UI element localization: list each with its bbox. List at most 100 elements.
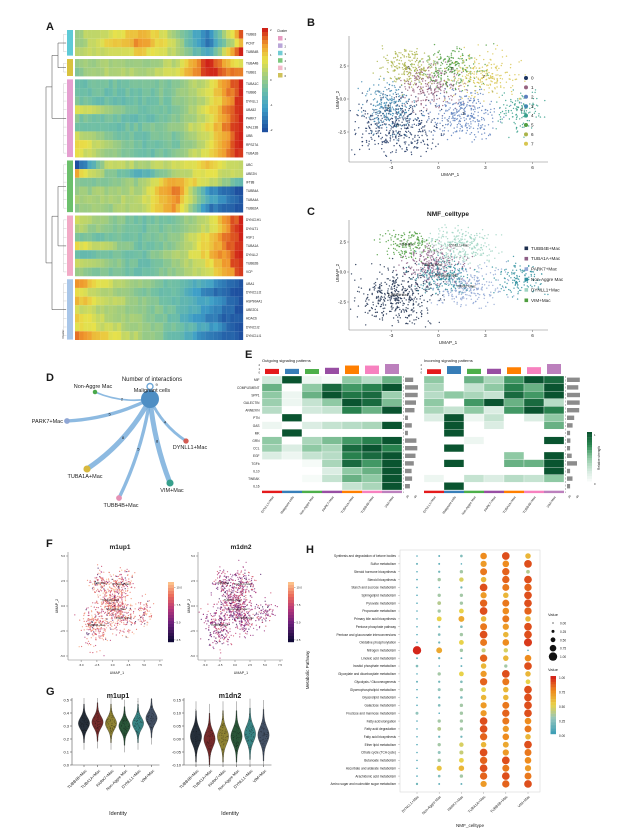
heatmap-cell <box>117 169 122 178</box>
scatter-point <box>396 132 398 134</box>
scatter-point <box>481 109 483 112</box>
heatmap-cell <box>83 215 88 225</box>
scatter-point <box>535 104 538 106</box>
scatter-point <box>476 81 478 84</box>
scatter-point <box>448 79 450 81</box>
scatter-point <box>451 258 453 261</box>
gene-label: PCNT <box>246 41 255 45</box>
scatter-point <box>397 132 400 134</box>
heatmap-cell <box>180 296 185 306</box>
scatter-point <box>425 69 427 72</box>
scatter-point <box>357 109 360 112</box>
scatter-point <box>417 64 419 66</box>
heatmap-cell <box>108 122 113 132</box>
scatter-point <box>446 288 448 291</box>
heatmap-cell <box>108 59 113 68</box>
scatter-point <box>430 89 432 92</box>
heatmap-cell <box>121 79 126 89</box>
scatter-point <box>387 104 390 106</box>
scatter-point <box>405 289 407 292</box>
heatmap-cell <box>217 322 223 332</box>
scatter-point <box>484 109 486 111</box>
heatmap-cell <box>138 224 143 233</box>
scatter-point <box>474 282 477 285</box>
scatter-point <box>510 104 512 107</box>
heatmap-cell <box>96 105 101 115</box>
scatter-point <box>411 309 413 311</box>
scatter-point <box>393 80 396 82</box>
heatmap-cell <box>184 287 189 297</box>
heatmap-cell <box>238 30 244 39</box>
scatter-point <box>521 269 524 271</box>
scatter-point <box>518 280 521 282</box>
scatter-point <box>485 246 488 248</box>
heatmap-cell <box>175 122 181 132</box>
scatter-point <box>514 78 516 81</box>
scatter-point <box>463 46 465 49</box>
scatter-point <box>481 81 483 83</box>
scatter-point <box>418 286 421 289</box>
scatter-point <box>435 244 437 246</box>
scatter-point <box>521 95 523 97</box>
scatter-point <box>437 71 440 74</box>
scatter-point <box>447 257 449 260</box>
heatmap-cell <box>209 279 214 288</box>
heatmap-cell <box>112 296 118 306</box>
heatmap-cell <box>192 140 197 149</box>
scatter-point <box>396 295 399 298</box>
scatter-point <box>485 138 487 140</box>
heatmap-cell <box>184 186 189 196</box>
scatter-point <box>401 102 403 105</box>
heatmap-cell <box>238 279 244 288</box>
scatter-point <box>423 115 426 117</box>
heatmap-cell <box>238 195 244 204</box>
heatmap-cell <box>91 331 97 340</box>
heatmap-cell <box>159 313 164 323</box>
scatter-point <box>488 91 490 94</box>
scatter-point <box>409 295 411 297</box>
scatter-point <box>376 109 378 111</box>
heatmap-cell <box>234 279 239 288</box>
heatmap-cell <box>180 148 185 158</box>
heatmap-cell <box>100 305 105 314</box>
scatter-point <box>408 136 410 139</box>
heatmap-cell <box>226 38 231 48</box>
scatter-point <box>454 263 457 266</box>
scatter-point <box>480 77 483 79</box>
heatmap-cell <box>213 148 218 158</box>
scatter-point <box>438 50 440 52</box>
scatter-point <box>444 263 446 265</box>
scatter-point <box>414 136 416 138</box>
heatmap-cell <box>184 131 189 141</box>
scatter-point <box>399 114 401 117</box>
heatmap-cell <box>75 122 80 132</box>
scatter-point <box>433 118 435 120</box>
heatmap-cell <box>217 267 223 277</box>
heatmap-cell <box>201 38 206 48</box>
scatter-point <box>498 96 500 99</box>
scatter-point <box>425 288 427 290</box>
scatter-point <box>515 78 518 80</box>
heatmap-cell <box>125 331 130 340</box>
scatter-point <box>368 143 370 145</box>
scatter-point <box>512 255 515 258</box>
scatter-point <box>433 97 435 99</box>
scatter-point <box>422 139 424 141</box>
scatter-point <box>466 129 468 132</box>
heatmap-cell <box>217 331 223 340</box>
scatter-point <box>458 105 461 108</box>
heatmap-cell <box>234 169 239 178</box>
heatmap-cell <box>117 47 122 57</box>
heatmap-cell <box>75 215 80 225</box>
heatmap-cell <box>192 169 197 178</box>
scatter-point <box>424 94 426 96</box>
heatmap-cell <box>112 67 118 77</box>
scatter-point <box>465 230 467 233</box>
heatmap-cell <box>192 105 197 115</box>
scatter-point <box>464 251 467 253</box>
heatmap-cell <box>129 203 134 213</box>
heatmap-cell <box>150 67 155 77</box>
scatter-point <box>363 293 365 295</box>
scatter-point <box>425 253 428 255</box>
scatter-point <box>407 307 409 310</box>
